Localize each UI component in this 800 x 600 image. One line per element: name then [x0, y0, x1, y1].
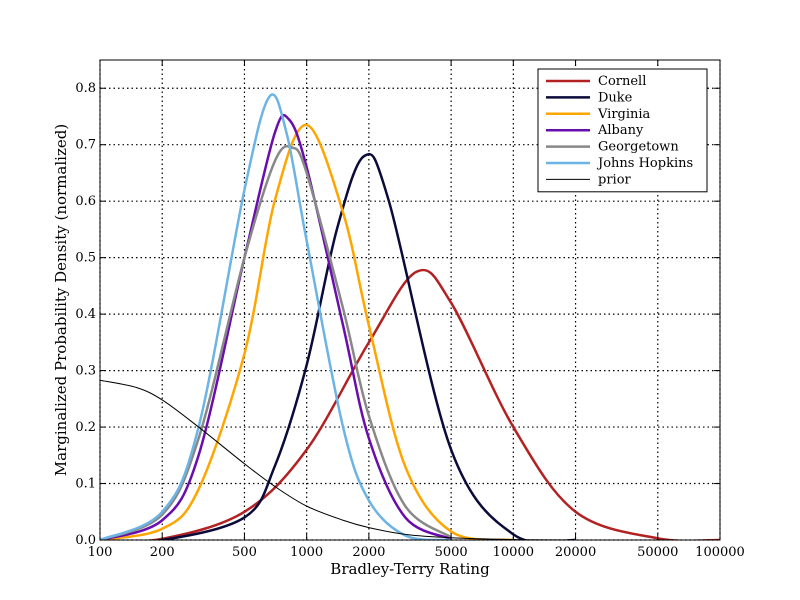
series-line-johns-hopkins — [100, 93, 452, 540]
legend-label-albany: Albany — [597, 123, 644, 138]
y-axis-label: Marginalized Probability Density (normal… — [52, 124, 70, 476]
axis-ticks: 100 200 500 1000 2000 5000 10000 20000 50000 1000… — [75, 60, 745, 560]
y-tick-label: 0.7 — [75, 138, 96, 153]
plot-frame — [99, 59, 721, 541]
x-tick-label: 2000 — [352, 545, 385, 560]
legend-label-prior: prior — [598, 172, 632, 187]
x-tick-label: 20000 — [555, 545, 596, 560]
legend-label-georgetown: Georgetown — [598, 140, 679, 155]
legend-label-duke: Duke — [598, 90, 633, 105]
x-tick-label: 100 — [88, 545, 113, 560]
legend-label-johns-hopkins: Johns Hopkins — [596, 156, 693, 171]
series-layer — [100, 93, 720, 540]
x-tick-label: 5000 — [435, 545, 468, 560]
y-tick-label: 0.4 — [75, 307, 96, 322]
x-tick-label: 100000 — [695, 545, 745, 560]
y-tick-label: 0.6 — [75, 194, 96, 209]
y-tick-label: 0.3 — [75, 364, 96, 379]
series-line-georgetown — [100, 145, 452, 540]
x-tick-label: 50000 — [637, 545, 678, 560]
legend-label-virginia: Virginia — [597, 107, 651, 122]
y-tick-label: 0.5 — [75, 251, 96, 266]
y-tick-label: 0.2 — [75, 420, 96, 435]
y-tick-label: 0.1 — [75, 477, 96, 492]
series-line-virginia — [100, 123, 514, 540]
x-tick-label: 1000 — [290, 545, 323, 560]
series-line-cornell — [100, 268, 720, 540]
legend-label-cornell: Cornell — [598, 74, 646, 89]
y-tick-label: 0.8 — [75, 81, 96, 96]
x-tick-label: 500 — [232, 545, 257, 560]
x-axis-label: Bradley-Terry Rating — [330, 560, 490, 578]
series-line-albany — [100, 113, 452, 540]
x-tick-label: 200 — [150, 545, 175, 560]
y-tick-label: 0.0 — [75, 533, 96, 548]
x-tick-label: 10000 — [493, 545, 534, 560]
